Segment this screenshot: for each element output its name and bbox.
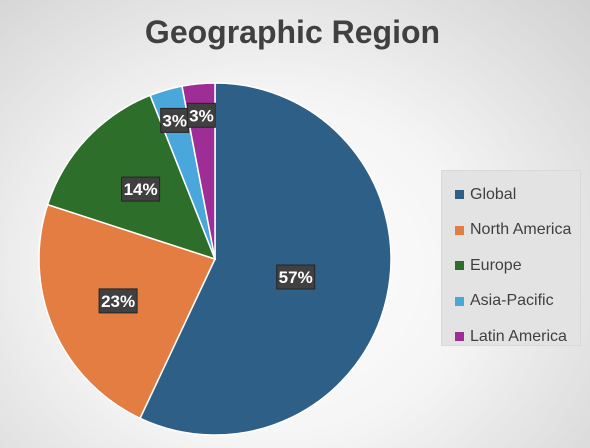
legend-item: North America (455, 213, 580, 249)
legend-item: Latin America (455, 319, 580, 355)
legend-label: Global (470, 185, 517, 203)
chart-legend: Global North America Europe Asia-Pacific Lat… (441, 170, 581, 346)
pie-data-labels: 57% 23% 14% 3% 3% (98, 102, 316, 314)
legend-swatch (455, 261, 464, 271)
data-label-box (121, 176, 161, 202)
legend-label: North America (470, 221, 572, 239)
data-label-text: 3% (189, 106, 214, 125)
pie-slice-global (139, 82, 392, 436)
legend-swatch (455, 296, 464, 306)
data-label-north-america: 23% (98, 288, 138, 314)
data-label-text: 57% (279, 268, 313, 287)
data-label-text: 14% (124, 180, 158, 199)
legend-swatch (455, 225, 464, 235)
legend-item: Global (455, 177, 580, 213)
data-label-asia-pacific: 3% (160, 107, 190, 133)
data-label-box (186, 102, 216, 128)
legend-label: Latin America (470, 327, 567, 345)
data-label-latin-america: 3% (186, 102, 216, 128)
chart-title: Geographic Region (144, 14, 441, 50)
data-label-box (160, 107, 190, 133)
data-label-box (276, 264, 316, 290)
legend-swatch (455, 190, 464, 200)
legend-item: Asia-Pacific (455, 284, 580, 320)
legend-label: Europe (470, 256, 522, 274)
legend-item: Europe (455, 248, 580, 284)
legend-label: Asia-Pacific (470, 292, 554, 310)
data-label-box (98, 288, 138, 314)
data-label-europe: 14% (121, 176, 161, 202)
data-label-text: 23% (101, 292, 135, 311)
legend-swatch (455, 332, 464, 342)
data-label-text: 3% (162, 111, 187, 130)
data-label-global: 57% (276, 264, 316, 290)
pie-slices (38, 82, 392, 436)
